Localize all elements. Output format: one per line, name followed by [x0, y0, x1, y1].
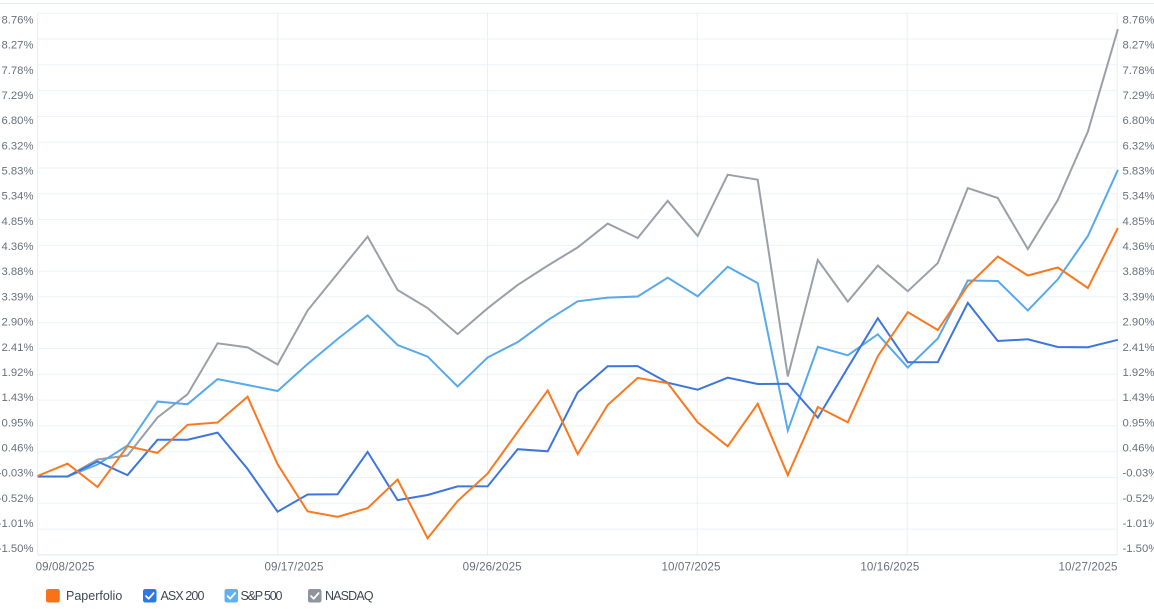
svg-text:5.34%: 5.34%	[1, 191, 33, 203]
svg-text:7.29%: 7.29%	[1, 90, 33, 102]
svg-text:5.83%: 5.83%	[1, 166, 33, 178]
svg-text:2.41%: 2.41%	[1123, 342, 1154, 354]
svg-text:-0.03%: -0.03%	[1123, 468, 1154, 480]
svg-text:09/26/2025: 09/26/2025	[463, 561, 522, 574]
svg-text:NASDAQ: NASDAQ	[325, 589, 374, 603]
svg-text:1.43%: 1.43%	[1123, 392, 1154, 404]
svg-text:3.39%: 3.39%	[1123, 291, 1154, 303]
svg-text:7.78%: 7.78%	[1123, 65, 1154, 77]
svg-text:4.36%: 4.36%	[1, 241, 33, 253]
svg-text:5.83%: 5.83%	[1123, 166, 1154, 178]
svg-text:0.95%: 0.95%	[1123, 417, 1154, 429]
svg-text:-1.50%: -1.50%	[1123, 543, 1154, 555]
svg-text:10/16/2025: 10/16/2025	[860, 561, 919, 574]
svg-text:-0.52%: -0.52%	[1123, 493, 1154, 505]
svg-text:8.27%: 8.27%	[1123, 40, 1154, 52]
svg-text:0.46%: 0.46%	[1123, 443, 1154, 455]
svg-text:-1.01%: -1.01%	[0, 518, 34, 530]
svg-text:0.95%: 0.95%	[1, 417, 33, 429]
svg-text:2.41%: 2.41%	[1, 342, 33, 354]
svg-text:8.27%: 8.27%	[1, 40, 33, 52]
svg-text:3.88%: 3.88%	[1123, 266, 1154, 278]
svg-text:7.78%: 7.78%	[1, 65, 33, 77]
svg-text:-0.03%: -0.03%	[0, 468, 34, 480]
svg-text:6.32%: 6.32%	[1, 140, 33, 152]
svg-text:0.46%: 0.46%	[1, 443, 33, 455]
svg-text:-1.01%: -1.01%	[1123, 518, 1154, 530]
svg-text:4.85%: 4.85%	[1, 216, 33, 228]
svg-text:09/08/2025: 09/08/2025	[36, 561, 95, 574]
svg-text:8.76%: 8.76%	[1123, 14, 1154, 26]
svg-text:6.80%: 6.80%	[1123, 115, 1154, 127]
svg-text:5.34%: 5.34%	[1123, 191, 1154, 203]
svg-text:-1.50%: -1.50%	[0, 543, 34, 555]
svg-text:1.92%: 1.92%	[1123, 367, 1154, 379]
svg-text:Paperfolio: Paperfolio	[66, 589, 122, 603]
svg-text:S&P 500: S&P 500	[241, 589, 283, 603]
svg-text:8.76%: 8.76%	[1, 14, 33, 26]
svg-text:ASX 200: ASX 200	[161, 589, 205, 603]
svg-text:2.90%: 2.90%	[1123, 317, 1154, 329]
svg-text:2.90%: 2.90%	[1, 317, 33, 329]
svg-text:09/17/2025: 09/17/2025	[264, 561, 323, 574]
svg-text:4.85%: 4.85%	[1123, 216, 1154, 228]
svg-text:1.43%: 1.43%	[1, 392, 33, 404]
svg-text:-0.52%: -0.52%	[0, 493, 34, 505]
svg-text:4.36%: 4.36%	[1123, 241, 1154, 253]
svg-text:10/27/2025: 10/27/2025	[1058, 561, 1117, 574]
svg-text:6.80%: 6.80%	[1, 115, 33, 127]
svg-text:10/07/2025: 10/07/2025	[661, 561, 720, 574]
svg-text:6.32%: 6.32%	[1123, 140, 1154, 152]
svg-text:1.92%: 1.92%	[1, 367, 33, 379]
svg-text:3.39%: 3.39%	[1, 291, 33, 303]
svg-text:3.88%: 3.88%	[1, 266, 33, 278]
svg-text:7.29%: 7.29%	[1123, 90, 1154, 102]
